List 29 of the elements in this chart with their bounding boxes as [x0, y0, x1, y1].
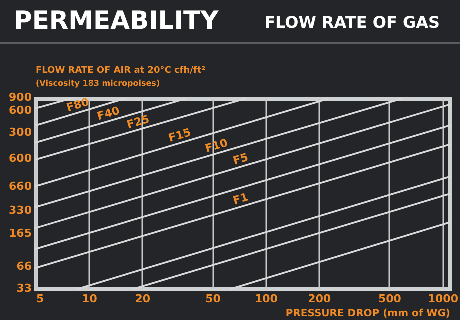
- axis-label: 600: [9, 153, 32, 165]
- axis-label: 165: [9, 228, 32, 240]
- text: F80: [65, 96, 92, 115]
- x-tick-label: 1000: [428, 292, 459, 306]
- axis-label: 600: [9, 105, 32, 117]
- text: F10: [204, 136, 230, 156]
- text: F40: [96, 104, 122, 124]
- axis-label: 330: [9, 205, 32, 217]
- axis-label: 660: [9, 181, 32, 193]
- text: F25: [126, 112, 152, 132]
- x-tick-label: 100: [254, 292, 278, 306]
- y-axis-title: FLOW RATE OF AIR at 20°C cfh/ft²: [36, 66, 206, 76]
- x-tick-label: 500: [378, 292, 402, 306]
- x-tick-label: 5: [36, 292, 44, 306]
- x-tick-label: 10: [82, 292, 98, 306]
- axis-label: 33: [16, 283, 32, 295]
- text: F5: [232, 150, 250, 168]
- x-tick-label: 20: [135, 292, 151, 306]
- axis-label: 66: [16, 261, 32, 273]
- chart-subtitle: FLOW RATE OF GAS: [264, 13, 440, 32]
- axis-label: 900: [9, 92, 32, 104]
- x-tick-label: 50: [206, 292, 222, 306]
- text: (Viscosity 183 micropoises): [36, 79, 160, 88]
- text: F1: [232, 190, 250, 208]
- chart-title: PERMEABILITY: [14, 6, 219, 35]
- axis-label: 300: [9, 127, 32, 139]
- text: F15: [167, 126, 193, 146]
- x-axis-title: PRESSURE DROP (mm of WG): [286, 308, 450, 320]
- x-tick-label: 200: [308, 292, 332, 306]
